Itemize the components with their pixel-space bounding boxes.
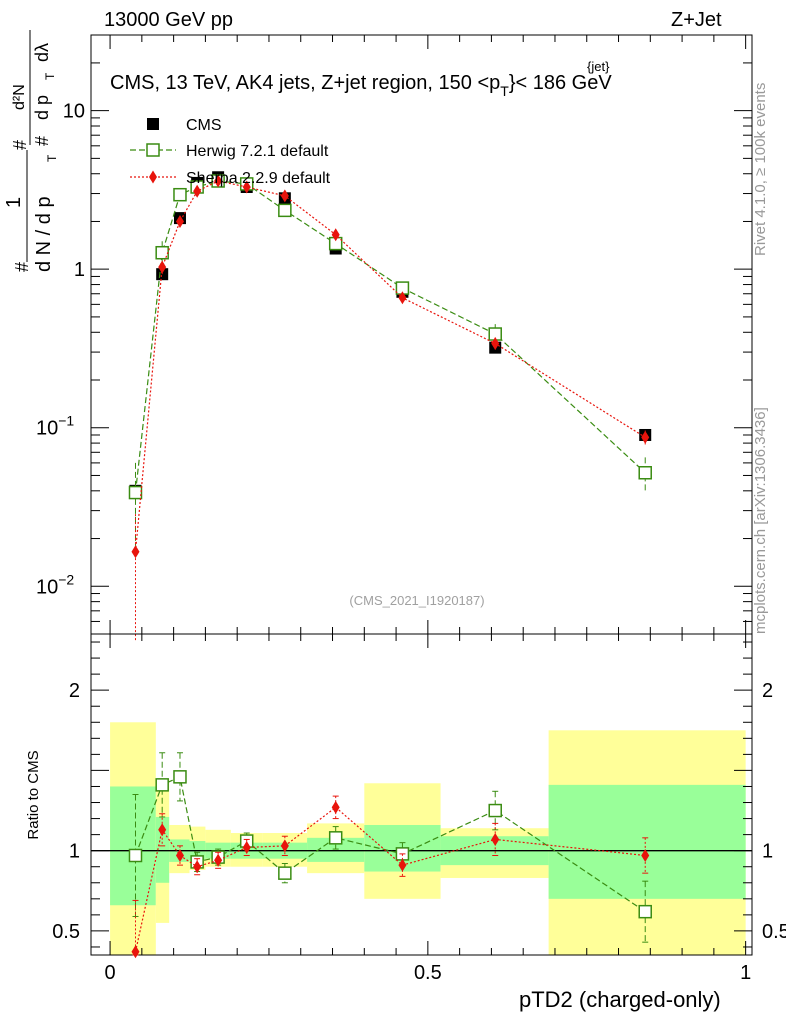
ratio-point-0-7 — [328, 831, 343, 845]
point-2-1 — [158, 260, 167, 274]
ratio-y-label: Ratio to CMS — [25, 750, 42, 839]
series-line-2 — [134, 180, 646, 552]
ratio-point-0-6 — [278, 866, 292, 880]
point-2-7 — [331, 228, 340, 242]
point-2-6 — [280, 189, 289, 203]
x-axis-label: pTD2 (charged-only) — [519, 987, 721, 1012]
main-panel: 10−2 10−1 1 10 — [36, 34, 753, 642]
legend-label-0: CMS — [186, 117, 222, 134]
point-2-0 — [131, 545, 140, 559]
point-2-3 — [193, 184, 202, 198]
ratio-point-0-10 — [638, 904, 652, 919]
legend-label-1: Herwig 7.2.1 default — [186, 143, 329, 160]
r-tick-label-r-2: 2 — [762, 680, 773, 702]
header-left-label: 13000 GeV pp — [104, 9, 233, 31]
ratio-point-0-9 — [488, 803, 502, 818]
y-label-dlambda: dλ — [32, 43, 52, 62]
ratio-point-1-9 — [491, 832, 500, 846]
ratio-point-1-5 — [242, 840, 251, 854]
chart-title-superscript: {jet} — [587, 59, 610, 74]
y-label-dpT: d p — [32, 95, 52, 120]
r-tick-label-r-1: 1 — [762, 841, 773, 863]
header-right-label: Z+Jet — [671, 9, 722, 31]
ratio-point-1-10 — [641, 848, 650, 862]
y-axis-label: #1 d N / d p T # d²N # d p Tdλ — [3, 30, 59, 272]
ratio-point-1-4 — [214, 853, 223, 867]
ratio-point-1-8 — [398, 858, 407, 872]
point-2-9 — [491, 336, 500, 350]
ratio-frame — [90, 633, 753, 956]
band-inner-10 — [548, 784, 746, 899]
ratio-point-0-1 — [155, 778, 169, 792]
ratio-uncertainty-bands — [91, 722, 752, 955]
y-tick-label-2: 1 — [74, 259, 85, 281]
y-label-T2: T — [43, 72, 57, 80]
x-tick-label-2: 1 — [740, 962, 751, 984]
y-tick-label-3: 10 — [63, 101, 85, 123]
point-2-4 — [214, 174, 223, 188]
r-tick-label-l-0: 0.5 — [52, 921, 80, 943]
y-label-hash-1: # — [12, 262, 32, 272]
point-1-10 — [638, 466, 652, 480]
y-label-T1: T — [45, 154, 59, 162]
ratio-point-1-3 — [193, 860, 202, 874]
y-tick-label-0: 10−2 — [36, 571, 74, 598]
y-label-hash-2: # — [10, 140, 30, 150]
point-2-8 — [398, 291, 407, 305]
r-tick-label-r-0: 0.5 — [762, 921, 786, 943]
ratio-point-0-0 — [128, 848, 143, 863]
band-inner-1 — [155, 816, 170, 883]
ratio-point-1-1 — [158, 823, 167, 837]
point-1-0 — [128, 485, 143, 500]
r-tick-label-l-2: 2 — [69, 680, 80, 702]
ratio-point-1-0 — [131, 945, 140, 959]
point-2-10 — [641, 430, 650, 444]
legend-marker-1 — [146, 143, 160, 157]
legend-marker-2 — [149, 170, 157, 184]
point-2-5 — [242, 180, 251, 194]
legend-label-2: Sherpa 2.2.9 default — [186, 170, 331, 187]
legend: CMS Herwig 7.2.1 default Sherpa 2.2.9 defa… — [130, 117, 331, 187]
y-label-d2N: d²N — [11, 84, 28, 110]
point-1-6 — [278, 203, 292, 218]
chart-title: CMS, 13 TeV, AK4 jets, Z+jet region, 150… — [110, 72, 612, 99]
ratio-point-1-7 — [331, 800, 340, 814]
series-line-1 — [134, 180, 646, 493]
point-1-2 — [173, 187, 187, 202]
legend-marker-0 — [147, 118, 159, 130]
band-inner-0 — [110, 786, 156, 906]
y-label-one: 1 — [3, 197, 25, 208]
chart-text: CMS, 13 TeV, AK4 jets, Z+jet region, 150… — [3, 30, 612, 608]
y-label-hash-3: # — [32, 136, 52, 146]
ratio-point-1-2 — [175, 848, 184, 862]
y-label-dN: d N / d p — [33, 196, 55, 272]
x-tick-label-1: 0.5 — [414, 962, 442, 984]
x-tick-label-0: 0 — [105, 962, 116, 984]
r-tick-label-l-1: 1 — [69, 841, 80, 863]
ratio-point-0-2 — [173, 770, 187, 784]
watermark: (CMS_2021_I1920187) — [349, 593, 484, 608]
point-2-2 — [175, 214, 184, 228]
ratio-point-1-6 — [280, 839, 289, 853]
y-tick-label-1: 10−1 — [36, 413, 74, 440]
ratio-panel: 0 0.5 1 0.5 0.5 1 1 2 2 Ratio to CMS — [25, 633, 786, 984]
